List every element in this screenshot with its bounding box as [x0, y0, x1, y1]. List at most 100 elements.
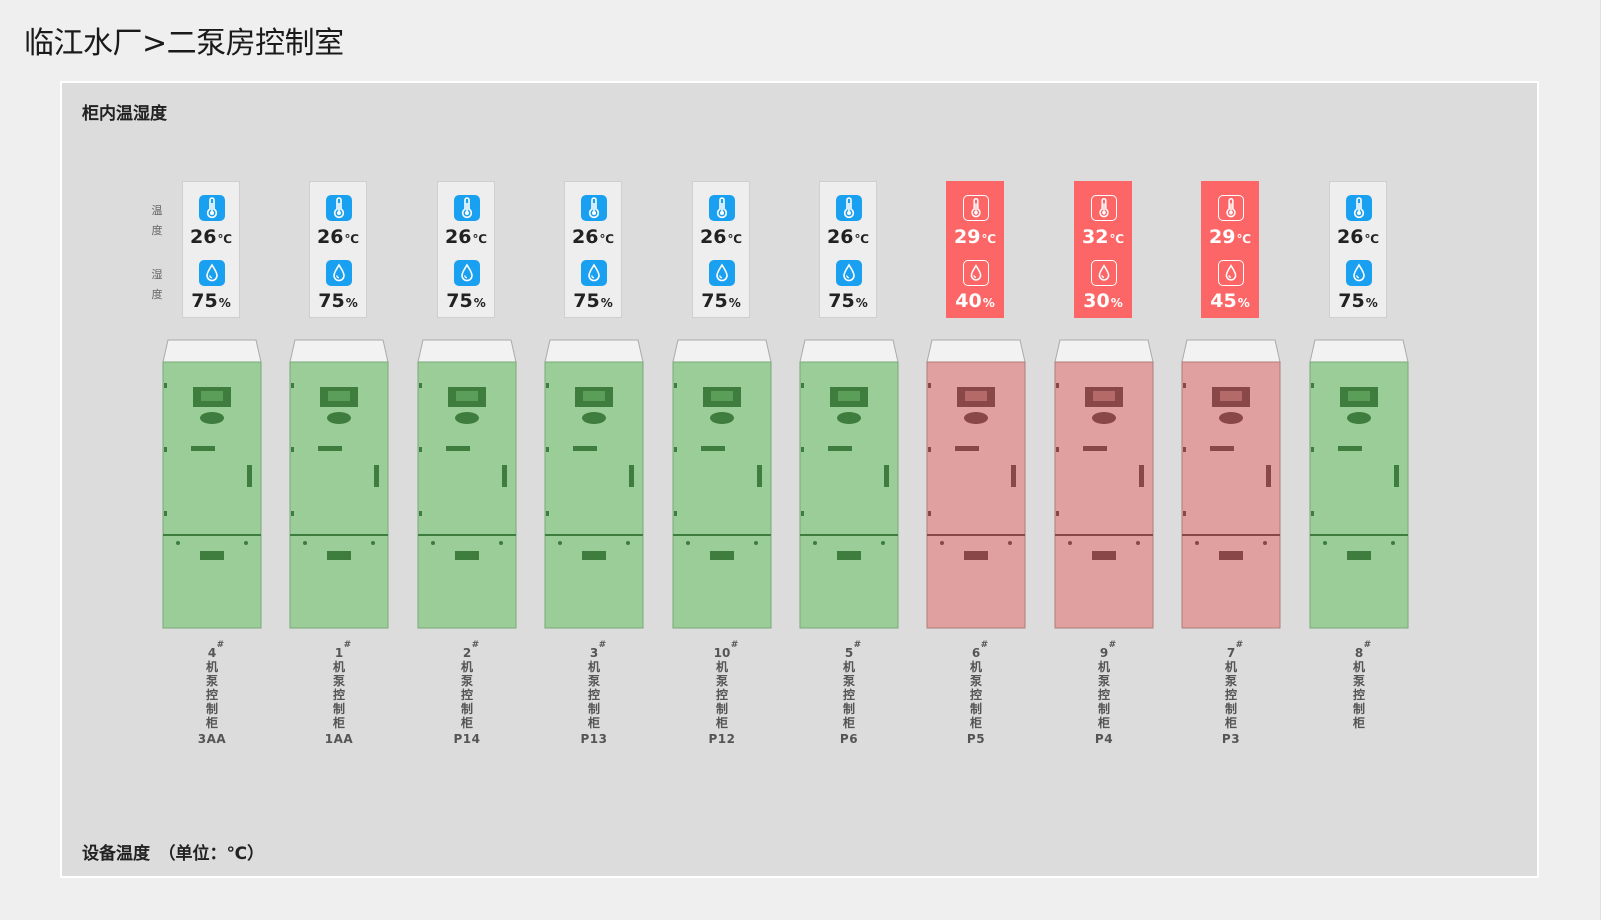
cabinet-number: 6 # — [972, 640, 988, 660]
humidity-unit: % — [345, 296, 358, 310]
humidity-unit: % — [1237, 296, 1250, 310]
control-cabinet[interactable] — [162, 339, 262, 629]
thermometer-icon — [963, 195, 989, 221]
page-title: 临江水厂>二泵房控制室 — [24, 26, 344, 61]
cabinet-name: 机泵控制柜 — [587, 660, 600, 730]
side-label-char: 温 — [151, 204, 163, 217]
cabinet-number-text: 8 — [1354, 646, 1364, 660]
cabinet-label: 8 # 机泵控制柜 — [1329, 640, 1389, 732]
cabinet-label: 4 # 机泵控制柜 3AA — [182, 640, 242, 746]
cabinet-number: 5 # — [845, 640, 861, 660]
temperature-unit: ℃ — [1109, 232, 1124, 246]
cabinet-name: 机泵控制柜 — [715, 660, 728, 730]
sensor-card[interactable]: 26℃ 75% — [564, 181, 622, 318]
cabinet-code: 3AA — [197, 732, 227, 746]
temperature-unit: ℃ — [727, 232, 742, 246]
humidity-number: 75 — [701, 290, 728, 312]
humidity-number: 75 — [1338, 290, 1365, 312]
cabinet-label: 5 # 机泵控制柜 P6 — [819, 640, 879, 746]
number-mark: # — [343, 640, 352, 650]
cabinet-number-text: 7 — [1226, 646, 1236, 660]
temperature-number: 29 — [1209, 226, 1236, 248]
cabinet-number-text: 4 — [207, 646, 217, 660]
temperature-value: 26℃ — [820, 226, 876, 248]
temperature-number: 26 — [317, 226, 344, 248]
water-drop-icon — [1091, 260, 1117, 286]
humidity-unit: % — [982, 296, 995, 310]
temperature-unit: ℃ — [1236, 232, 1251, 246]
temperature-unit: ℃ — [344, 232, 359, 246]
thermometer-icon — [581, 195, 607, 221]
control-cabinet[interactable] — [926, 339, 1026, 629]
humidity-unit: % — [1110, 296, 1123, 310]
control-cabinet[interactable] — [672, 339, 772, 629]
section-title: 柜内温湿度 — [82, 104, 167, 124]
humidity-number: 40 — [955, 290, 982, 312]
control-cabinet[interactable] — [289, 339, 389, 629]
humidity-number: 30 — [1083, 290, 1110, 312]
sensor-card[interactable]: 26℃ 75% — [1329, 181, 1387, 318]
thermometer-icon — [1346, 195, 1372, 221]
sensor-card[interactable]: 32℃ 30% — [1074, 181, 1132, 318]
cabinet-number-text: 10 — [713, 646, 731, 660]
temperature-number: 32 — [1082, 226, 1109, 248]
cabinet-name: 机泵控制柜 — [1352, 660, 1365, 730]
cabinet-code: P4 — [1094, 732, 1114, 746]
sensor-card[interactable]: 26℃ 75% — [692, 181, 750, 318]
control-cabinet[interactable] — [799, 339, 899, 629]
temperature-number: 26 — [190, 226, 217, 248]
cabinet-number-text: 1 — [334, 646, 344, 660]
temperature-value: 26℃ — [1330, 226, 1386, 248]
temperature-unit: ℃ — [981, 232, 996, 246]
control-cabinet[interactable] — [544, 339, 644, 629]
temperature-value: 29℃ — [947, 226, 1003, 248]
sensor-card[interactable]: 26℃ 75% — [819, 181, 877, 318]
sensor-card[interactable]: 29℃ 40% — [946, 181, 1004, 318]
cabinet-code: P14 — [453, 732, 481, 746]
cabinet-panel: 柜内温湿度 温 度 湿 度 26℃ 75% 4 # 机泵控制柜 3AA 26℃ 75% 1 # 机泵… — [60, 81, 1539, 878]
cabinet-number-text: 9 — [1099, 646, 1109, 660]
humidity-number: 75 — [191, 290, 218, 312]
number-mark: # — [1108, 640, 1117, 650]
water-drop-icon — [1218, 260, 1244, 286]
cabinet-number: 4 # — [207, 640, 224, 660]
control-cabinet[interactable] — [417, 339, 517, 629]
temperature-value: 26℃ — [183, 226, 239, 248]
thermometer-icon — [326, 195, 352, 221]
sensor-card[interactable]: 26℃ 75% — [182, 181, 240, 318]
temperature-value: 29℃ — [1202, 226, 1258, 248]
cabinet-number: 3 # — [590, 640, 606, 660]
cabinet-name: 机泵控制柜 — [1224, 660, 1237, 730]
number-mark: # — [216, 640, 225, 650]
temperature-side-label: 温 度 — [151, 201, 163, 241]
temperature-value: 26℃ — [693, 226, 749, 248]
humidity-value: 75% — [183, 290, 239, 312]
control-cabinet[interactable] — [1309, 339, 1409, 629]
number-mark: # — [730, 640, 739, 650]
sensor-card[interactable]: 26℃ 75% — [437, 181, 495, 318]
humidity-value: 40% — [947, 290, 1003, 312]
cabinet-name: 机泵控制柜 — [969, 660, 982, 730]
cabinet-code: P13 — [580, 732, 608, 746]
temperature-number: 29 — [954, 226, 981, 248]
cabinet-number: 7 # — [1226, 640, 1243, 660]
sensor-card[interactable]: 26℃ 75% — [309, 181, 367, 318]
cabinet-number: 8 # — [1354, 640, 1371, 660]
temperature-unit: ℃ — [854, 232, 869, 246]
cabinet-label: 3 # 机泵控制柜 P13 — [564, 640, 624, 746]
humidity-unit: % — [855, 296, 868, 310]
temperature-unit: ℃ — [1364, 232, 1379, 246]
humidity-number: 45 — [1210, 290, 1237, 312]
temperature-value: 26℃ — [565, 226, 621, 248]
humidity-value: 75% — [693, 290, 749, 312]
sensor-card[interactable]: 29℃ 45% — [1201, 181, 1259, 318]
control-cabinet[interactable] — [1181, 339, 1281, 629]
control-cabinet[interactable] — [1054, 339, 1154, 629]
number-mark: # — [1363, 640, 1372, 650]
water-drop-icon — [709, 260, 735, 286]
water-drop-icon — [963, 260, 989, 286]
cabinet-name: 机泵控制柜 — [332, 660, 345, 730]
humidity-number: 75 — [573, 290, 600, 312]
number-mark: # — [598, 640, 607, 650]
temperature-unit: ℃ — [472, 232, 487, 246]
